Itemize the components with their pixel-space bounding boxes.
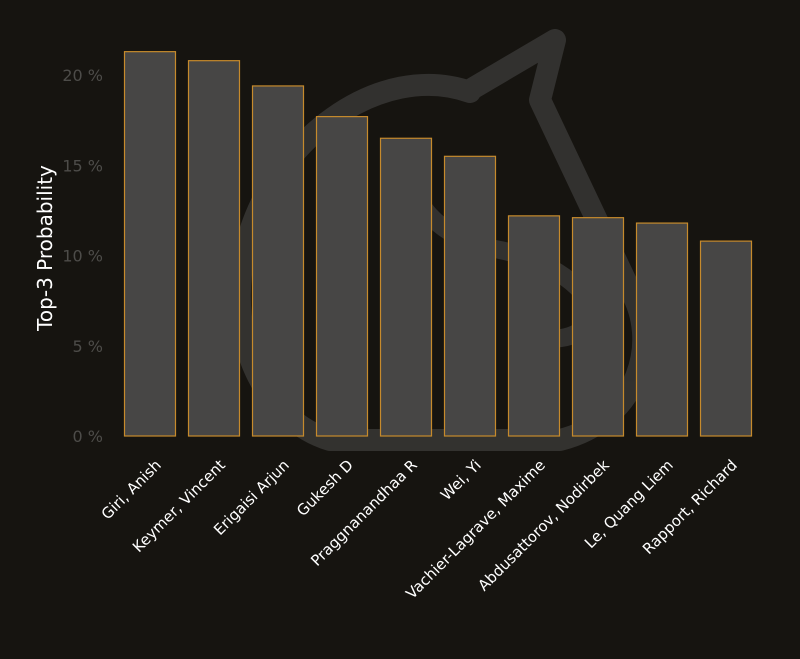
- y-axis: 0 % 5 % 10 % 15 % 20 %: [62, 66, 103, 446]
- y-axis-label: Top-3 Probability: [33, 165, 57, 332]
- y-tick-label: 15 %: [62, 156, 103, 175]
- y-tick-label: 0 %: [73, 427, 103, 446]
- bar: [699, 240, 753, 437]
- bar: [251, 85, 305, 437]
- x-tick-label: Giri, Anish: [98, 456, 165, 523]
- x-tick-label: Praggnanandhaa R: [307, 456, 421, 570]
- bar: [315, 116, 369, 437]
- y-tick-label: 5 %: [73, 337, 103, 356]
- x-tick-label: Wei, Yi: [437, 456, 485, 504]
- bar: [379, 137, 433, 437]
- bar: [443, 155, 497, 437]
- x-tick-label: Abdusattorov, Nodirbek: [474, 456, 613, 595]
- bars: [123, 51, 753, 437]
- y-tick-label: 20 %: [62, 66, 103, 85]
- bar: [571, 217, 625, 437]
- bar: [187, 60, 241, 437]
- x-tick-label: Gukesh D: [293, 456, 357, 520]
- bar: [507, 215, 561, 437]
- y-tick-label: 10 %: [62, 247, 103, 266]
- bar: [635, 222, 689, 437]
- bar: [123, 51, 177, 437]
